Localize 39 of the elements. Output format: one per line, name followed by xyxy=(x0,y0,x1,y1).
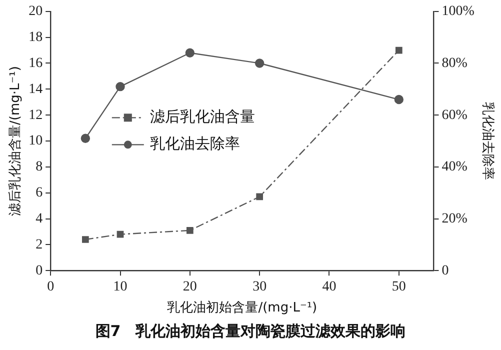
y2-tick-label: 40% xyxy=(442,160,468,175)
x-tick-label: 10 xyxy=(113,280,128,295)
x-tick-label: 30 xyxy=(252,280,267,295)
y2-tick-label: 60% xyxy=(442,108,468,123)
y-tick-label: 16 xyxy=(28,56,43,71)
point xyxy=(116,82,125,92)
point xyxy=(82,236,89,243)
y-axis-title: 滤后乳化油含量/(mg·L⁻¹) xyxy=(8,66,24,216)
point xyxy=(116,230,124,238)
y-tick-label: 0 xyxy=(36,263,43,278)
y-tick-label: 6 xyxy=(36,186,43,201)
y2-tick-label: 100% xyxy=(442,4,475,20)
point xyxy=(186,226,194,234)
point xyxy=(394,94,404,104)
y-tick-label: 12 xyxy=(28,108,43,123)
x-axis-title: 乳化油初始含量/(mg·L⁻¹) xyxy=(167,300,318,316)
legend-label: 滤后乳化油含量 xyxy=(150,108,255,126)
point xyxy=(254,58,264,68)
x-tick-label: 50 xyxy=(392,280,406,295)
y2-tick-label: 0 xyxy=(442,263,449,278)
x-tick-label: 0 xyxy=(47,280,54,295)
y-tick-label: 14 xyxy=(28,82,43,97)
point xyxy=(256,193,264,200)
y-tick-label: 18 xyxy=(28,30,43,45)
y2-axis-title: 乳化油去除率 xyxy=(480,102,496,180)
point xyxy=(395,46,402,54)
y-tick-label: 4 xyxy=(36,211,43,226)
caption: 图7 乳化油初始含量对陶瓷膜过滤效果的影响 xyxy=(94,322,407,341)
x-tick-label: 20 xyxy=(182,280,197,295)
point xyxy=(185,48,195,58)
x-tick-label: 40 xyxy=(322,280,336,295)
legend-label: 乳化油去除率 xyxy=(150,134,240,153)
y2-tick-label: 20% xyxy=(442,211,468,226)
y-tick-label: 8 xyxy=(36,160,43,175)
y-tick-label: 20 xyxy=(28,4,43,20)
y-tick-label: 10 xyxy=(28,134,43,149)
y-tick-label: 2 xyxy=(36,237,43,252)
y2-tick-label: 80% xyxy=(442,56,468,71)
point xyxy=(80,134,90,144)
